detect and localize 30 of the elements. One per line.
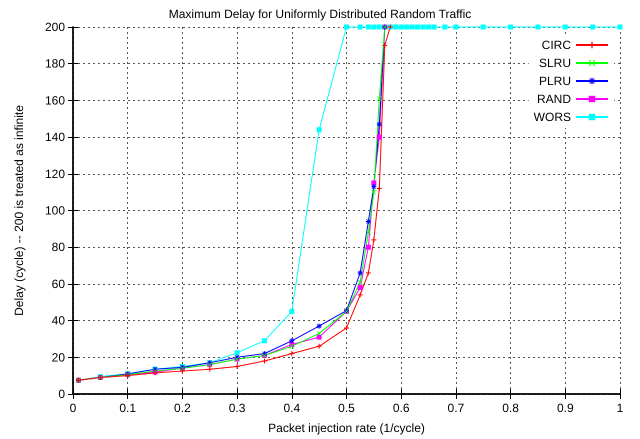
x-axis-title: Packet injection rate (1/cycle) xyxy=(268,421,425,435)
y-tick-label: 60 xyxy=(52,276,66,291)
x-tick-label: 0.9 xyxy=(556,401,574,415)
legend-label: RAND xyxy=(536,92,572,106)
x-tick-label: 0.3 xyxy=(228,401,246,415)
legend-label: PLRU xyxy=(538,74,571,88)
y-axis-title: Delay (cycle) -- 200 is treated as infinite xyxy=(12,104,26,316)
y-tick-label: 160 xyxy=(44,93,66,108)
legend-label: CIRC xyxy=(542,38,572,52)
x-tick-label: 0.7 xyxy=(448,401,465,415)
y-tick-label: 140 xyxy=(44,130,66,144)
x-tick-label: 0.6 xyxy=(392,401,410,415)
legend-label: SLRU xyxy=(538,56,571,70)
x-tick-label: 0 xyxy=(70,401,77,415)
y-tick-label: 180 xyxy=(44,56,66,71)
x-tick-label: 0.4 xyxy=(283,401,300,415)
chart-title: Maximum Delay for Uniformly Distributed Random Traffic xyxy=(168,7,472,21)
y-tick-label: 120 xyxy=(44,166,66,181)
x-tick-label: 0.5 xyxy=(338,401,356,415)
legend-label: WORS xyxy=(534,110,571,124)
x-tick-label: 0.8 xyxy=(502,401,520,415)
y-tick-label: 80 xyxy=(52,240,66,254)
x-tick-label: 1 xyxy=(616,401,624,415)
y-tick-label: 40 xyxy=(52,314,66,328)
y-tick-label: 200 xyxy=(44,20,66,34)
y-tick-label: 0 xyxy=(58,387,66,401)
y-tick-label: 20 xyxy=(52,350,66,364)
x-tick-label: 0.2 xyxy=(174,401,192,415)
y-tick-label: 100 xyxy=(44,204,66,218)
x-tick-label: 0.1 xyxy=(119,401,136,415)
